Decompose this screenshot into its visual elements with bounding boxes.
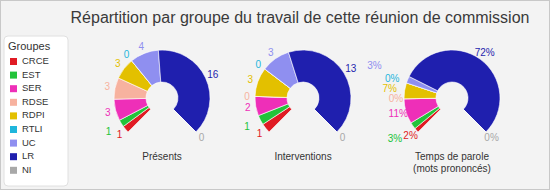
data-label: 3 [104,81,110,92]
data-label: 72% [475,47,495,58]
pie-slice [288,50,351,132]
legend-label: UC [22,137,36,148]
data-label: 3 [247,74,253,85]
data-label: 4 [138,40,144,51]
pie-group: 1133304160Présents [104,40,219,162]
pie-name-line: Présents [142,151,181,162]
pie-name-line: Temps de parole [415,151,489,162]
pie-slice [114,98,148,120]
pie-slice [132,50,161,85]
data-label: 2% [403,130,418,141]
legend-swatch [10,99,17,106]
legend-swatch [10,112,17,119]
pie-slice [463,109,486,132]
pie-slice [173,109,196,132]
pie-name: Présents [142,151,181,162]
pie-name-line: (mots prononcés) [413,163,491,174]
data-label: 0 [256,59,262,70]
legend-swatch [10,58,17,65]
pie-slice [314,109,337,132]
data-label: 13 [345,63,357,74]
pie-group: 1120303130Interventions [244,47,357,162]
pie-group: 2%3%11%0%7%0%3%72%0%Temps de parole(mots… [367,47,500,174]
legend-label: CRCE [22,55,49,66]
pie-name: Interventions [274,151,331,162]
legend-label: RDSE [22,96,48,107]
data-label: 3 [115,58,121,69]
legend-label: SER [22,82,42,93]
legend-title: Groupes [8,40,51,52]
legend-label: NI [22,164,32,175]
data-label: 0 [199,132,205,143]
data-label: 0 [340,132,346,143]
data-label: 2 [245,102,251,113]
data-label: 3 [268,47,274,58]
data-label: 1 [106,126,112,137]
data-label: 0 [244,91,250,102]
data-label: 11% [389,108,408,119]
legend-swatch [10,72,17,79]
legend-label: RTLI [22,123,42,134]
data-label: 7% [383,83,398,94]
legend-label: RDPI [22,109,45,120]
data-label: 0% [484,132,499,143]
pie-slice [255,96,288,115]
legend-swatch [10,85,17,92]
legend-swatch [10,167,17,174]
legend-label: EST [22,69,41,80]
legend-label: LR [22,150,34,161]
pie-name-line: Interventions [274,151,331,162]
legend-box [4,36,68,186]
legend-swatch [10,153,17,160]
background [1,1,550,190]
data-label: 0% [389,93,404,104]
data-label: 0 [124,49,130,60]
data-label: 3% [367,60,382,71]
pie-slice [409,50,500,132]
legend-swatch [10,126,17,133]
data-label: 3 [105,107,111,118]
pie-slice [404,98,438,123]
chart-svg: Répartition par groupe du travail de cet… [0,0,550,190]
data-label: 0% [385,73,400,84]
data-label: 16 [207,69,219,80]
data-label: 3% [388,133,403,144]
legend: Groupes CRCE EST SER RDSE RDPI RTLI UC LR NI [4,36,68,186]
data-label: 1 [244,121,250,132]
pie-name: Temps de parole(mots prononcés) [413,151,491,174]
title: Répartition par groupe du travail de cet… [71,9,530,26]
legend-swatch [10,140,17,147]
data-label: 1 [257,128,263,139]
pie-slice [158,50,210,132]
chart-container: Répartition par groupe du travail de cet… [0,0,550,190]
data-label: 1 [117,129,123,140]
